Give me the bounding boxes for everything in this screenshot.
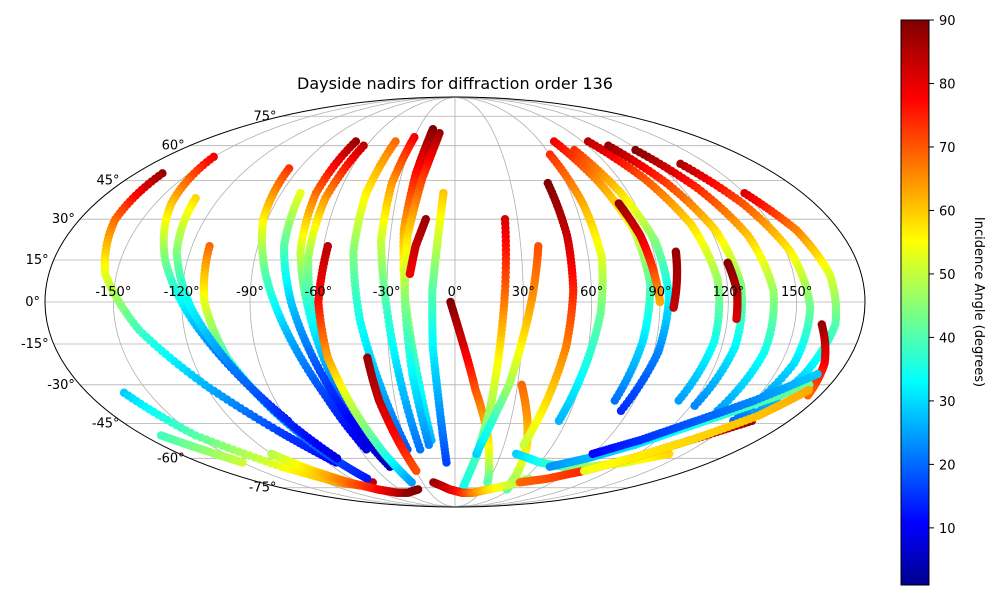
colorbar-gradient — [900, 19, 930, 586]
lat-tick-label: -30° — [47, 378, 75, 393]
lon-tick-label: -90° — [236, 285, 264, 300]
lat-tick-label: 30° — [52, 212, 75, 227]
colorbar-tick-label: 40 — [939, 331, 956, 346]
scatter-point — [332, 454, 342, 463]
scatter-point — [534, 242, 543, 251]
colorbar-tick-label: 80 — [939, 77, 956, 92]
lon-tick-label: -60° — [304, 285, 332, 300]
lon-tick-label: -30° — [373, 285, 401, 300]
scatter-point — [412, 466, 421, 476]
lat-tick-label: -15° — [21, 337, 49, 352]
lon-tick-label: 120° — [713, 285, 744, 300]
scatter-point — [813, 369, 822, 379]
lat-tick-label: 0° — [25, 295, 40, 310]
colorbar-tick-label: 70 — [939, 141, 956, 156]
colorbar: 10 20 30 40 50 60 70 80 90 Incidence Angle (degr… — [900, 14, 986, 586]
scatter-point — [732, 314, 741, 324]
scatter-point — [424, 440, 434, 450]
data-points — [100, 124, 841, 497]
lon-tick-label: -120° — [164, 285, 200, 300]
colorbar-tick-label: 10 — [939, 522, 956, 537]
colorbar-tick-label: 60 — [939, 204, 956, 219]
scatter-point — [442, 458, 451, 467]
scatter-point — [669, 303, 678, 312]
lat-tick-label: 15° — [26, 253, 49, 268]
scatter-point — [405, 269, 415, 279]
lat-tick-label: -60° — [157, 451, 185, 466]
scatter-point — [804, 385, 813, 395]
colorbar-label: Incidence Angle (degrees) — [971, 217, 986, 387]
scatter-point — [238, 458, 247, 467]
lon-tick-label: 0° — [448, 285, 463, 300]
colorbar-tick-label: 30 — [939, 395, 956, 410]
scatter-point — [363, 474, 372, 483]
scatter-point — [519, 440, 528, 450]
scatter-point — [407, 478, 416, 487]
scatter-point — [500, 214, 510, 224]
lon-tick-label: 90° — [648, 285, 671, 300]
scatter-point — [415, 445, 425, 454]
meridian-line — [454, 96, 593, 508]
colorbar-tick-label: 20 — [939, 458, 956, 473]
scatter-point — [690, 401, 699, 410]
lat-tick-label: -45° — [92, 416, 120, 431]
lon-tick-label: 60° — [580, 285, 603, 300]
colorbar-tick-label: 50 — [939, 268, 956, 283]
scatter-point — [610, 396, 619, 405]
lon-tick-label: 30° — [512, 285, 535, 300]
meridian-line — [454, 96, 524, 508]
chart-title: Dayside nadirs for diffraction order 136 — [297, 74, 613, 93]
lon-tick-label: 150° — [781, 285, 812, 300]
lat-tick-label: 60° — [162, 139, 185, 154]
colorbar-tick-label: 90 — [939, 14, 956, 29]
lat-tick-label: 75° — [253, 109, 276, 124]
scatter-point — [554, 416, 564, 426]
lon-tick-label: -150° — [95, 285, 131, 300]
lat-tick-label: 45° — [97, 174, 120, 189]
scatter-point — [413, 485, 423, 494]
scatter-point — [616, 406, 626, 416]
scatter-point — [674, 396, 683, 405]
lat-tick-label: -75° — [249, 481, 277, 496]
meridian-line — [454, 96, 798, 508]
scatter-point — [483, 478, 492, 487]
colorbar-ticks: 10 20 30 40 50 60 70 80 90 — [929, 14, 956, 537]
